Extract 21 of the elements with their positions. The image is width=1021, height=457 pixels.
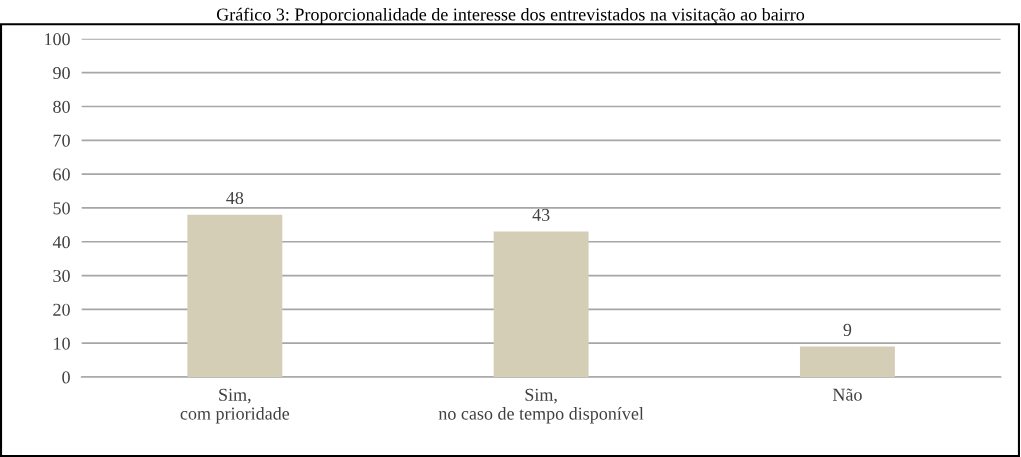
data-label: 43 bbox=[532, 208, 550, 221]
bar bbox=[799, 346, 895, 378]
y-tick-label: 20 bbox=[53, 303, 70, 316]
x-tick-label: Sim, com prioridade bbox=[180, 388, 290, 424]
y-tick-label: 90 bbox=[53, 66, 70, 80]
bar bbox=[493, 231, 589, 378]
y-tick-label: 100 bbox=[45, 33, 70, 46]
y-tick-label: 30 bbox=[53, 269, 70, 283]
y-tick-label: 0 bbox=[62, 371, 70, 384]
y-tick-label: 10 bbox=[54, 337, 70, 350]
y-tick-label: 70 bbox=[53, 134, 70, 147]
data-label: 9 bbox=[843, 323, 852, 336]
x-tick-label: Não bbox=[832, 388, 862, 401]
y-tick-label: 80 bbox=[53, 100, 70, 113]
data-label: 48 bbox=[226, 191, 244, 205]
y-tick-label: 60 bbox=[53, 168, 70, 181]
y-tick-label: 50 bbox=[53, 202, 70, 215]
bar bbox=[187, 214, 283, 378]
y-tick-label: 40 bbox=[52, 236, 70, 249]
chart-title: Gráfico 3: Proporcionalidade de interesse dos entrevistados na visitação ao bairro bbox=[216, 7, 805, 25]
x-tick-label: Sim, no caso de tempo disponível bbox=[438, 388, 644, 424]
